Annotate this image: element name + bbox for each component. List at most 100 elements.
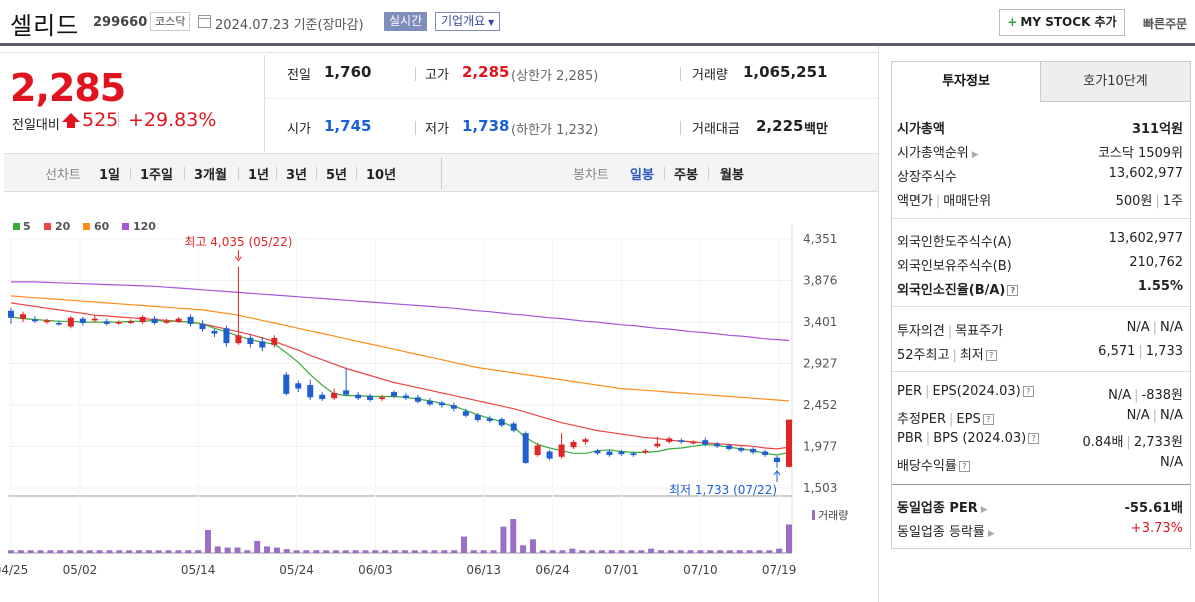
- candle-body: [331, 392, 338, 399]
- volume-bar: [559, 550, 566, 553]
- volume-bar: [549, 550, 556, 553]
- candle-body: [43, 320, 50, 323]
- pbr-label: PBR | BPS (2024.03)?: [897, 431, 1040, 446]
- market-cap-value: 311억원: [1131, 122, 1183, 137]
- divider: [264, 55, 265, 152]
- candle-weekly[interactable]: 주봉: [674, 168, 698, 183]
- volume-legend-swatch: [812, 510, 815, 520]
- candle-body: [175, 318, 182, 323]
- volume-bar: [27, 550, 34, 553]
- volume-bar: [264, 546, 271, 553]
- period-1y[interactable]: 1년: [248, 168, 270, 183]
- investment-info-panel: [891, 61, 1191, 549]
- divider: [238, 167, 239, 180]
- tab-order-book[interactable]: 호가10단계: [1040, 62, 1190, 102]
- candle-body: [379, 397, 386, 400]
- divider: [708, 167, 709, 180]
- volume-bar: [441, 550, 448, 553]
- candle-body: [367, 395, 374, 400]
- candle-daily[interactable]: 일봉: [630, 168, 654, 183]
- x-tick-label: 07/10: [683, 563, 718, 577]
- period-5y[interactable]: 5년: [326, 168, 348, 183]
- x-tick-label: 07/01: [604, 563, 639, 577]
- period-3y[interactable]: 3년: [286, 168, 308, 183]
- candle-body: [391, 392, 398, 397]
- foreign-rate-value: 1.55%: [1137, 279, 1183, 294]
- listed-shares-value: 13,602,977: [1108, 166, 1183, 181]
- lower-limit: (하한가 1,232): [511, 123, 599, 138]
- low-label: 저가: [425, 122, 449, 137]
- candle-body: [103, 321, 110, 324]
- help-icon[interactable]: ?: [1007, 285, 1019, 296]
- volume-bar: [323, 550, 330, 553]
- volume-bar: [677, 550, 684, 553]
- mystock-add-button[interactable]: + MY STOCK 추가: [999, 9, 1125, 36]
- market-cap-rank-value: 코스닥 1509위: [1097, 146, 1183, 161]
- prev-close-label: 전일: [287, 68, 311, 83]
- industry-rate-label[interactable]: 동일업종 등락률 ▶: [897, 525, 995, 540]
- candle-body: [295, 383, 302, 389]
- period-1w[interactable]: 1주일: [140, 168, 173, 183]
- candle-body: [750, 448, 757, 453]
- company-info-dropdown[interactable]: 기업개요 ▼: [435, 12, 501, 31]
- y-tick-label: 4,351: [803, 232, 837, 246]
- candle-body: [510, 423, 517, 431]
- realtime-button[interactable]: 실시간: [384, 12, 428, 31]
- period-10y[interactable]: 10년: [366, 168, 397, 183]
- period-1d[interactable]: 1일: [99, 168, 121, 183]
- dividend-label: 배당수익률?: [897, 455, 970, 474]
- candle-body: [486, 418, 493, 421]
- y-tick-label: 3,401: [803, 315, 837, 329]
- volume-bar: [529, 539, 536, 553]
- par-value: 500원 | 1주: [1115, 194, 1183, 209]
- candle-body: [426, 400, 433, 405]
- period-3m[interactable]: 3개월: [194, 168, 227, 183]
- candle-body: [522, 433, 529, 463]
- help-icon[interactable]: ?: [1028, 433, 1040, 444]
- amount-label: 거래대금: [692, 122, 740, 137]
- candle-body: [199, 323, 206, 330]
- candle-body: [690, 441, 697, 444]
- current-price: 2,285: [10, 66, 126, 110]
- candle-body: [630, 453, 637, 456]
- help-icon[interactable]: ?: [982, 414, 994, 425]
- volume-bar: [47, 550, 54, 553]
- candle-body: [211, 330, 218, 334]
- divider: [680, 67, 681, 81]
- help-icon[interactable]: ?: [985, 350, 997, 361]
- quote-date: 2024.07.23 기준(장마감): [215, 18, 364, 33]
- industry-per-label[interactable]: 동일업종 PER ▶: [897, 501, 988, 516]
- candle-body: [235, 335, 242, 344]
- price-chart[interactable]: 4,351 3,876 3,401 2,927 2,452 1,977 1,503 04/25…: [0, 190, 878, 585]
- prev-change-label: 전일대비: [12, 118, 60, 133]
- divider: [892, 371, 1190, 372]
- volume-bar: [766, 550, 773, 553]
- divider: [130, 167, 131, 180]
- help-icon[interactable]: ?: [958, 461, 970, 472]
- stock-code: 299660: [93, 15, 148, 30]
- volume-bar: [273, 547, 280, 553]
- x-tick-label: 05/24: [279, 563, 314, 577]
- candle-body: [283, 374, 290, 394]
- divider: [316, 167, 317, 180]
- volume-bar: [234, 547, 241, 553]
- market-cap-rank-label[interactable]: 시가총액순위 ▶: [897, 146, 979, 161]
- divider: [878, 46, 879, 602]
- quick-order-link[interactable]: 빠른주문: [1143, 17, 1188, 31]
- low-value: 1,738: [462, 117, 510, 135]
- candle-monthly[interactable]: 월봉: [720, 168, 744, 183]
- w52-value: 6,571 | 1,733: [1098, 344, 1183, 359]
- volume-bar: [411, 550, 418, 553]
- volume-bar: [204, 529, 211, 553]
- tab-investment-info[interactable]: 투자정보: [892, 62, 1040, 102]
- prev-change-rate: +29.83%: [128, 109, 217, 131]
- prev-change-value: 525: [82, 109, 119, 131]
- help-icon[interactable]: ?: [1022, 386, 1034, 397]
- opinion-label: 투자의견 | 목표주가: [897, 324, 1004, 339]
- volume-bar: [332, 550, 339, 553]
- volume-bar: [283, 549, 290, 553]
- candle-body: [223, 328, 230, 344]
- legend-swatch-ma20: [44, 223, 51, 230]
- candle-body: [462, 411, 469, 416]
- candle-body: [91, 318, 98, 321]
